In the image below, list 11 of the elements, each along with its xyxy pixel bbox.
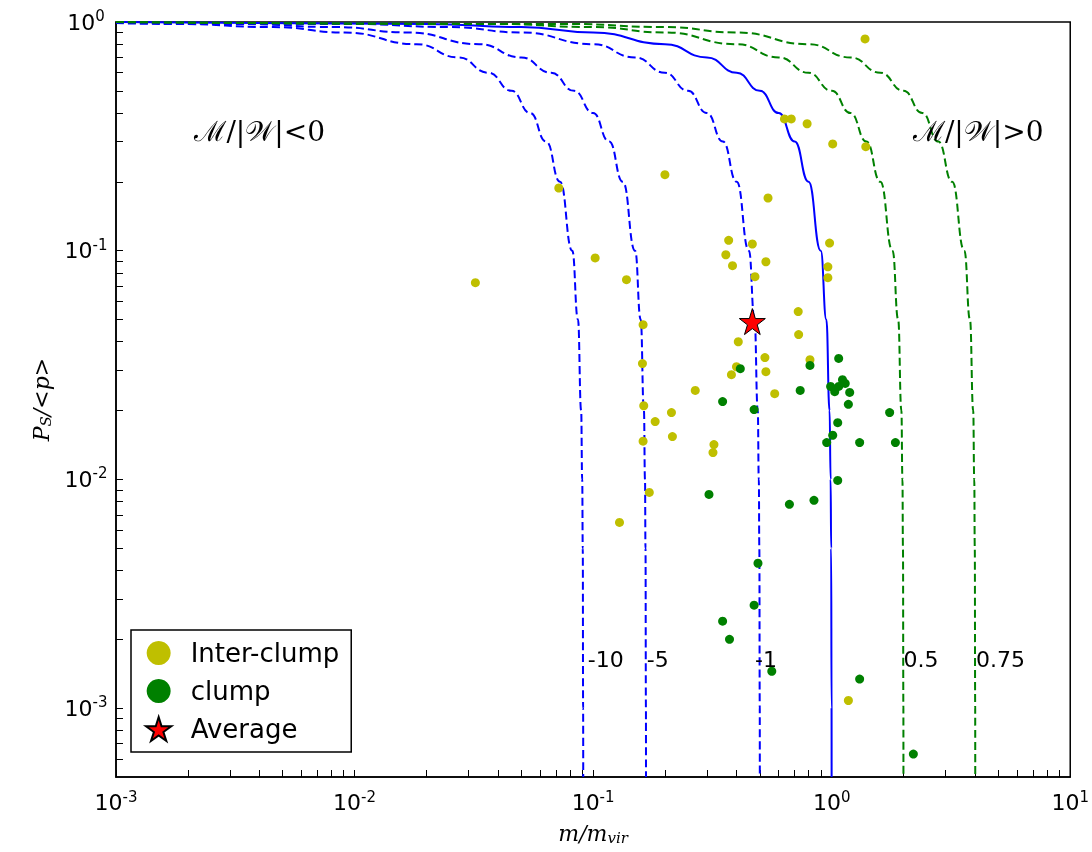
annotation: 0.5 <box>903 646 939 672</box>
legend-label: Average <box>190 714 298 744</box>
annotation: 0.75 <box>976 646 1026 672</box>
annotation: -1 <box>754 646 777 672</box>
legend-label: Inter-clump <box>190 638 340 668</box>
y-axis-title: PS/<p> <box>29 357 56 443</box>
annotation: ℳ/|𝒲|>0 <box>911 114 1044 148</box>
annotation: ℳ/|𝒲|<0 <box>193 114 325 148</box>
annotation: -5 <box>646 646 669 672</box>
legend-label: clump <box>190 676 271 706</box>
annotation: -10 <box>587 646 624 672</box>
